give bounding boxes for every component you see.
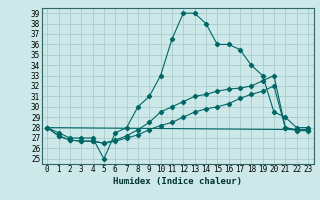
X-axis label: Humidex (Indice chaleur): Humidex (Indice chaleur): [113, 177, 242, 186]
